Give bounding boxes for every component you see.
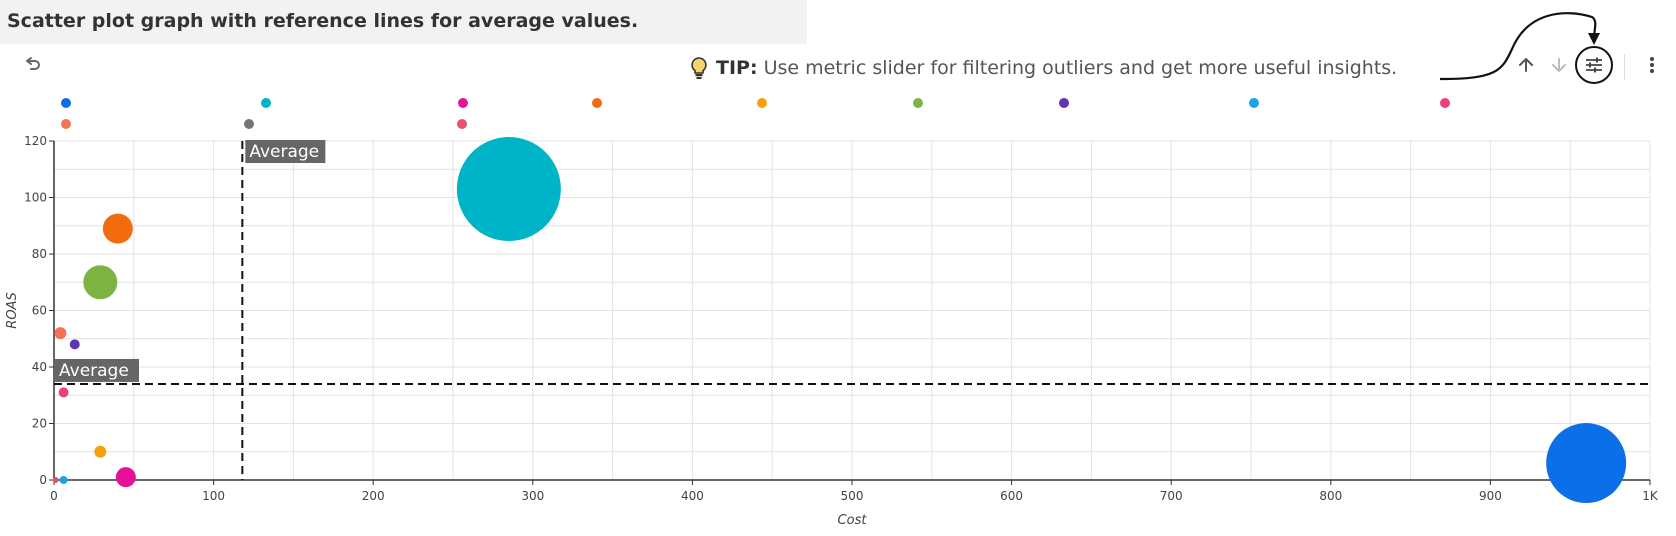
data-point <box>102 213 133 244</box>
legend-marker[interactable] <box>244 119 254 129</box>
arrow-up-icon <box>1517 56 1535 78</box>
x-tick-label: 800 <box>1319 489 1342 503</box>
legend-marker[interactable] <box>913 98 923 108</box>
reference-label-background <box>55 358 139 382</box>
x-tick-label: 100 <box>202 489 225 503</box>
data-point <box>115 467 136 488</box>
legend-marker[interactable] <box>61 119 71 129</box>
move-up-button[interactable] <box>1513 44 1539 90</box>
reference-label-x: Average <box>249 142 319 162</box>
x-tick-label: 200 <box>362 489 385 503</box>
x-tick-label: 900 <box>1479 489 1502 503</box>
y-axis-title: ROAS <box>5 292 20 328</box>
more-options-button[interactable] <box>1640 44 1664 90</box>
x-axis-title: Cost <box>838 513 868 528</box>
data-point <box>59 476 68 484</box>
arrow-down-icon <box>1550 56 1568 78</box>
y-tick-label: 100 <box>24 191 47 205</box>
tip-arrow <box>1439 12 1600 81</box>
data-point <box>83 265 118 300</box>
tip-label: TIP: <box>716 57 758 79</box>
data-point <box>54 327 67 340</box>
tip-text: Use metric slider for filtering outliers… <box>763 57 1398 79</box>
reference-label-background <box>245 140 326 163</box>
legend-marker[interactable] <box>592 98 602 108</box>
more-vertical-icon <box>1649 56 1655 78</box>
undo-icon <box>23 55 43 79</box>
x-tick-label: 600 <box>1000 489 1023 503</box>
metric-slider-button[interactable] <box>1574 44 1614 90</box>
legend-marker[interactable] <box>458 98 468 108</box>
undo-button[interactable] <box>18 44 48 90</box>
x-tick-label: 1K <box>1642 489 1659 503</box>
y-tick-label: 120 <box>24 134 47 148</box>
x-tick-label: 0 <box>50 489 58 503</box>
x-tick-label: 700 <box>1160 489 1183 503</box>
data-point <box>58 387 69 398</box>
x-tick-label: 300 <box>521 489 544 503</box>
sliders-icon <box>1574 45 1614 89</box>
toolbar-divider <box>1624 54 1625 80</box>
data-point <box>52 477 59 483</box>
page-title: Scatter plot graph with reference lines … <box>0 0 807 44</box>
chart-legend <box>0 94 1676 130</box>
chart-toolbar: TIP: Use metric slider for filtering out… <box>0 12 1676 90</box>
legend-marker[interactable] <box>1059 98 1069 108</box>
data-point <box>69 339 80 350</box>
legend-marker[interactable] <box>457 119 467 129</box>
data-point <box>1546 423 1627 504</box>
move-down-button[interactable] <box>1546 44 1572 90</box>
y-tick-label: 80 <box>32 247 47 261</box>
y-tick-label: 20 <box>32 417 47 431</box>
legend-marker[interactable] <box>1249 98 1259 108</box>
y-tick-label: 0 <box>39 473 47 487</box>
tip-message: TIP: Use metric slider for filtering out… <box>688 56 1397 80</box>
y-tick-label: 60 <box>32 304 47 318</box>
y-tick-label: 40 <box>32 360 47 374</box>
lightbulb-icon <box>688 56 710 80</box>
data-point <box>94 445 107 458</box>
x-tick-label: 500 <box>841 489 864 503</box>
reference-label-y: Average <box>59 361 129 381</box>
legend-marker[interactable] <box>1440 98 1450 108</box>
data-point <box>456 137 561 242</box>
x-tick-label: 400 <box>681 489 704 503</box>
legend-marker[interactable] <box>261 98 271 108</box>
legend-marker[interactable] <box>61 98 71 108</box>
legend-marker[interactable] <box>757 98 767 108</box>
